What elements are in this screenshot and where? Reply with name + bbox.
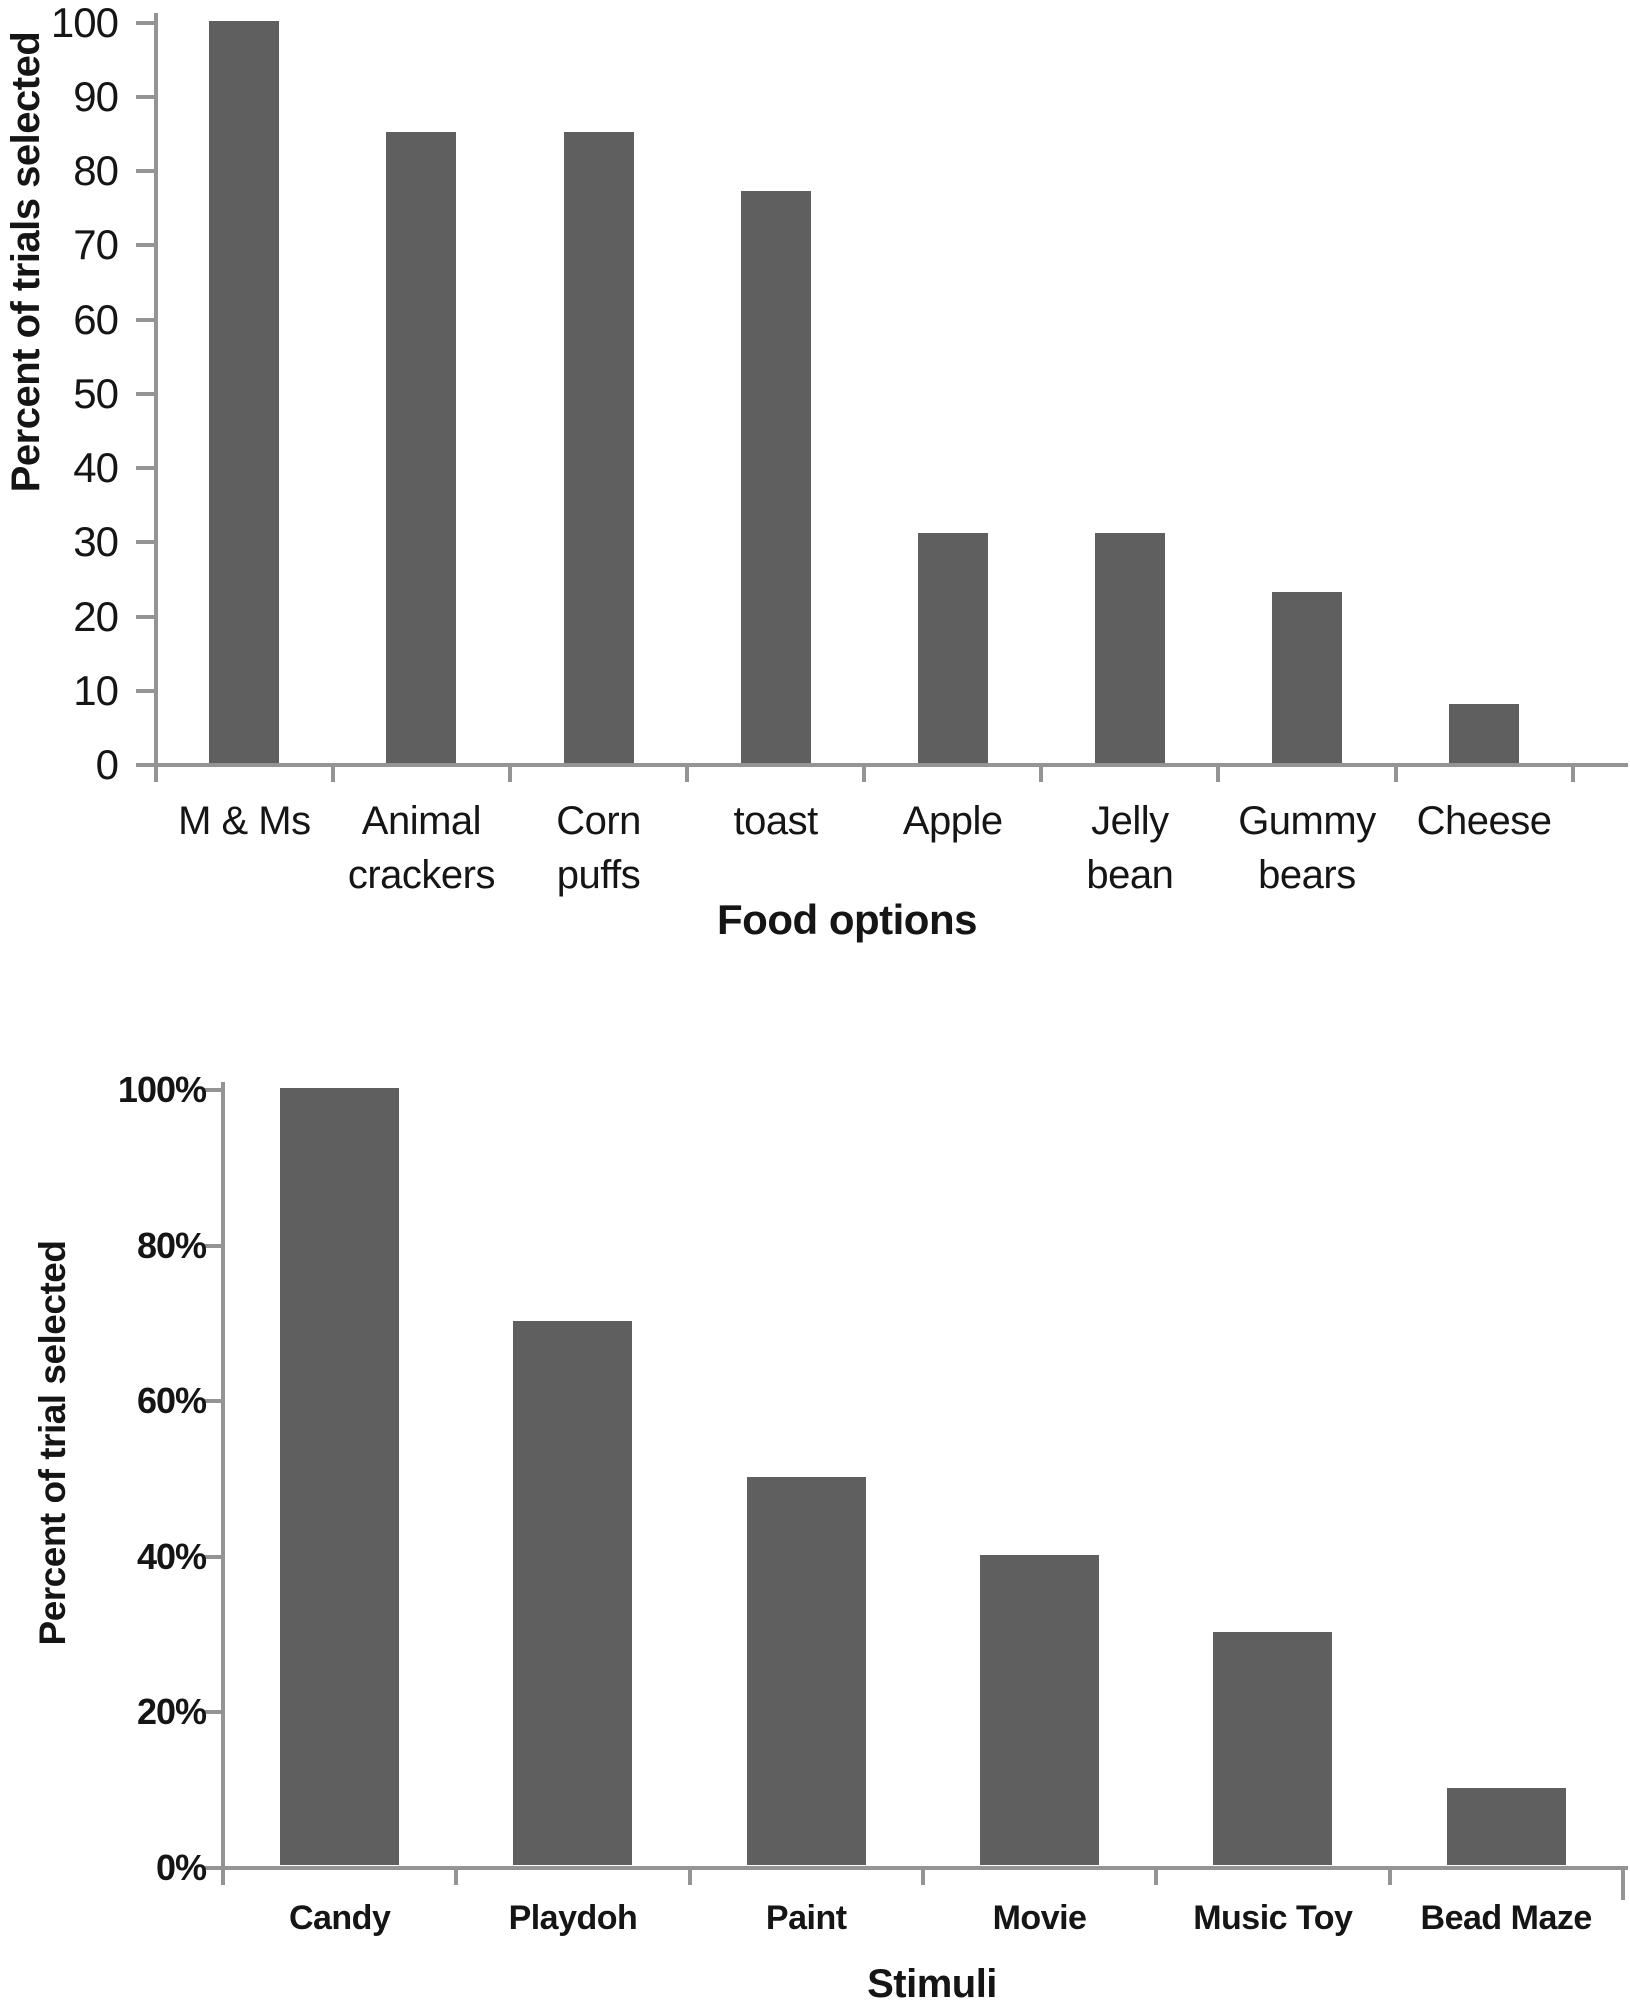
category-label: Playdoh — [508, 1899, 638, 1937]
food-chart-y-axis-title: Percent of trials selected — [4, 31, 48, 493]
x-axis-line — [153, 763, 1628, 767]
bar-movie — [980, 1554, 1100, 1866]
bar-paint — [746, 1476, 866, 1866]
category-label: Movie — [992, 1899, 1087, 1937]
x-axis-tick — [1154, 1869, 1159, 1885]
y-axis-tick — [135, 94, 154, 99]
bar-jelly-bean — [1094, 532, 1165, 763]
y-axis-tick — [135, 317, 154, 322]
x-axis-tick — [153, 767, 158, 782]
category-label: Candy — [288, 1899, 391, 1937]
x-axis-tick — [685, 767, 690, 782]
x-axis-tick — [1216, 767, 1221, 782]
bar-cheese — [1449, 703, 1520, 763]
y-axis-tick — [203, 1243, 221, 1248]
y-tick-label: 90 — [73, 72, 119, 120]
stimulus-chart-x-axis-title: Stimuli — [867, 1962, 997, 2000]
bar-apple — [917, 532, 988, 763]
y-axis-tick — [203, 1554, 221, 1559]
category-label: M & Ms — [178, 799, 311, 843]
bar-toast — [740, 191, 811, 763]
y-tick-label: 0 — [95, 741, 119, 788]
y-tick-label: 40% — [136, 1535, 207, 1577]
bar-m-ms — [209, 20, 280, 763]
food-chart-x-axis-title: Food options — [717, 896, 977, 943]
y-tick-label: 0% — [155, 1846, 207, 1888]
y-axis-tick — [135, 243, 154, 248]
y-tick-label: 80 — [73, 147, 119, 195]
category-label: Apple — [902, 799, 1003, 843]
y-axis-tick — [135, 763, 154, 767]
y-axis-tick — [203, 1710, 221, 1715]
category-label: Animal crackers — [347, 799, 496, 897]
y-tick-label: 50 — [73, 369, 119, 417]
y-axis-tick — [135, 466, 154, 471]
category-label: Music Toy — [1193, 1899, 1353, 1937]
y-tick-label: 60 — [73, 295, 119, 343]
category-label: toast — [733, 799, 819, 843]
bar-animal-crackers — [386, 132, 457, 763]
x-axis-tick — [454, 1869, 459, 1885]
y-tick-label: 20 — [73, 592, 119, 640]
x-axis-tick — [687, 1869, 692, 1885]
x-axis-tick — [1393, 767, 1398, 782]
y-tick-label: 100% — [117, 1069, 207, 1111]
y-axis-tick — [203, 1088, 221, 1093]
y-axis-tick — [135, 614, 154, 619]
y-axis-line — [153, 13, 158, 767]
category-label: Gummy bears — [1238, 799, 1376, 897]
x-axis-tick — [862, 767, 867, 782]
x-axis-tick — [1039, 767, 1044, 782]
y-axis-tick — [135, 20, 154, 25]
y-axis-tick — [203, 1865, 221, 1870]
y-tick-label: 20% — [136, 1691, 207, 1733]
category-label: Cheese — [1416, 799, 1552, 843]
bar-music-toy — [1213, 1632, 1333, 1866]
y-axis-tick — [135, 540, 154, 545]
stimulus-chart-y-axis-title: Percent of trial selected — [32, 1240, 73, 1646]
y-axis-tick — [203, 1399, 221, 1404]
category-label: Bead Maze — [1420, 1899, 1593, 1937]
bar-candy — [280, 1088, 400, 1866]
x-axis-tick — [221, 1869, 225, 1885]
y-tick-label: 30 — [73, 518, 119, 566]
y-tick-label: 80% — [136, 1224, 207, 1266]
x-axis-tick — [508, 767, 512, 782]
bar-corn-puffs — [563, 132, 634, 763]
bar-gummy-bears — [1271, 592, 1342, 763]
category-label: Paint — [765, 1899, 847, 1937]
x-axis-tick — [1570, 767, 1575, 782]
bar-playdoh — [513, 1321, 633, 1866]
x-axis-tick — [920, 1869, 925, 1885]
bar-bead-maze — [1446, 1787, 1566, 1866]
x-axis-line — [221, 1865, 1628, 1870]
y-tick-label: 40 — [73, 444, 119, 492]
y-tick-label: 100 — [50, 0, 119, 46]
y-tick-label: 70 — [73, 221, 119, 269]
x-axis-tick — [330, 767, 335, 782]
x-axis-tick — [1387, 1869, 1392, 1885]
category-label: Jelly bean — [1086, 799, 1174, 897]
y-axis-tick — [135, 688, 154, 693]
y-tick-label: 10 — [73, 666, 119, 714]
y-axis-line — [221, 1082, 225, 1870]
y-tick-label: 60% — [136, 1380, 207, 1422]
y-axis-tick — [135, 391, 154, 396]
category-label: Corn puffs — [556, 799, 641, 897]
y-axis-tick — [135, 169, 154, 174]
x-axis-tick — [1620, 1869, 1625, 1900]
